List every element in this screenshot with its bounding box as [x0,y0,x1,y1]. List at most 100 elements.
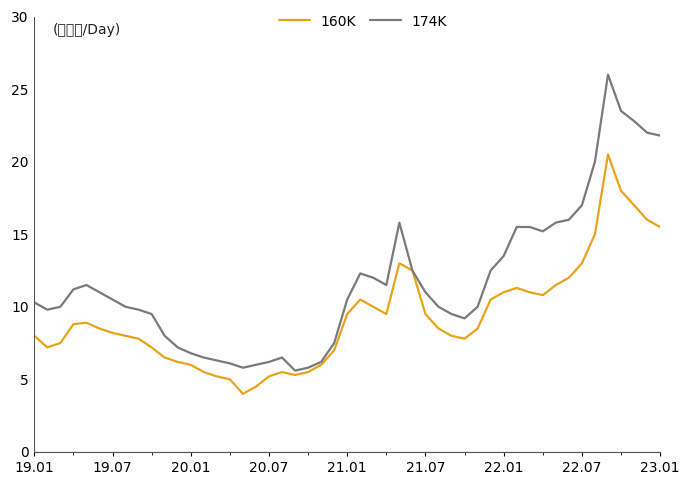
160K [213,374,221,380]
160K [69,321,77,327]
160K [108,330,117,336]
Text: (만달러/Day): (만달러/Day) [53,23,122,37]
174K [565,217,573,223]
160K [226,376,234,382]
174K [408,268,417,274]
160K [304,369,312,375]
160K [578,260,586,266]
Line: 174K: 174K [35,75,660,371]
160K [551,282,560,288]
160K [435,326,443,331]
160K [656,224,664,230]
160K [395,260,404,266]
Line: 160K: 160K [35,155,660,394]
174K [473,304,482,310]
174K [578,202,586,208]
174K [108,296,117,302]
174K [160,333,169,339]
160K [473,326,482,331]
174K [291,368,299,374]
174K [278,355,286,361]
174K [252,362,260,368]
160K [187,362,195,368]
160K [252,383,260,389]
160K [317,362,325,368]
174K [395,220,404,226]
174K [69,286,77,292]
174K [500,253,508,259]
160K [82,320,91,326]
160K [278,369,286,375]
174K [539,228,547,234]
174K [330,340,339,346]
174K [656,133,664,139]
160K [30,333,39,339]
174K [435,304,443,310]
174K [95,289,104,295]
174K [147,311,155,317]
174K [486,268,495,274]
174K [604,72,612,78]
174K [122,304,130,310]
174K [447,311,455,317]
160K [565,275,573,281]
160K [630,202,638,208]
174K [200,355,208,361]
160K [460,336,468,342]
174K [56,304,64,310]
174K [513,224,521,230]
174K [213,358,221,364]
160K [343,311,351,317]
Legend: 160K, 174K: 160K, 174K [279,15,447,29]
160K [122,333,130,339]
174K [187,350,195,356]
174K [343,296,351,302]
174K [82,282,91,288]
174K [317,359,325,365]
160K [617,188,625,193]
174K [43,307,51,312]
174K [173,345,182,350]
160K [95,326,104,331]
160K [330,347,339,353]
160K [408,268,417,274]
160K [135,336,143,342]
160K [56,340,64,346]
160K [173,359,182,365]
160K [200,369,208,375]
160K [356,296,364,302]
174K [422,289,430,295]
160K [422,311,430,317]
160K [291,372,299,378]
174K [226,361,234,366]
160K [526,289,534,295]
174K [630,118,638,124]
160K [160,355,169,361]
174K [617,108,625,114]
160K [500,289,508,295]
160K [513,285,521,291]
160K [591,231,599,237]
160K [239,391,247,397]
160K [539,292,547,298]
174K [30,299,39,305]
160K [486,296,495,302]
174K [382,282,390,288]
160K [43,345,51,350]
174K [265,359,273,365]
160K [604,152,612,157]
174K [643,130,651,136]
174K [356,271,364,277]
174K [135,307,143,312]
174K [591,159,599,165]
174K [239,365,247,371]
174K [369,275,377,281]
160K [265,374,273,380]
160K [369,304,377,310]
160K [147,345,155,350]
160K [382,311,390,317]
174K [460,315,468,321]
174K [551,220,560,226]
174K [304,365,312,371]
160K [643,217,651,223]
